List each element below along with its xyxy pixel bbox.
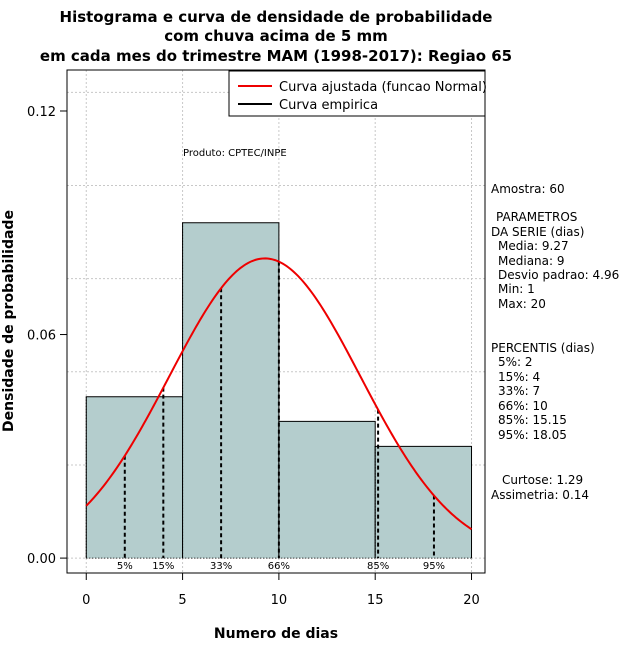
x-tick-label: 15 — [367, 593, 384, 608]
percentile-lines — [123, 261, 435, 559]
percentile-5: 5%: 2 — [498, 355, 533, 369]
histogram-bar — [375, 446, 472, 559]
legend-empirical-label: Curva empirica — [279, 98, 378, 113]
percentile-33: 33%: 7 — [498, 384, 540, 398]
stats-panel: Amostra: 60 PARAMETROS DA SERIE (dias) M… — [491, 182, 619, 502]
x-tick-label: 20 — [463, 593, 480, 608]
percentile-label: 85% — [367, 561, 389, 572]
title-line-1: Histograma e curva de densidade de proba… — [60, 8, 493, 26]
x-tick-label: 0 — [82, 593, 90, 608]
percentile-labels: 5% 15% 33% 66% 85% 95% — [117, 561, 445, 572]
y-axis-title: Densidade de probabilidade — [1, 210, 17, 432]
x-axis-title: Numero de dias — [214, 626, 338, 642]
percentile-label: 5% — [117, 561, 133, 572]
sample-size: Amostra: 60 — [491, 182, 565, 196]
params-title-1: PARAMETROS — [496, 210, 577, 224]
histogram-bar — [86, 396, 183, 559]
y-tick-label: 0.06 — [27, 329, 56, 344]
percentile-95: 95%: 18.05 — [498, 428, 567, 442]
stat-mean: Media: 9.27 — [498, 239, 569, 253]
x-axis: 0 5 10 15 20 — [82, 572, 480, 608]
histogram-bar — [278, 421, 376, 559]
normal-curve-line — [85, 257, 473, 531]
product-annotation: Produto: CPTEC/INPE — [183, 148, 287, 159]
x-tick-label: 10 — [271, 593, 288, 608]
stat-max: Max: 20 — [498, 297, 546, 311]
y-tick-label: 0.00 — [27, 552, 56, 567]
percentile-85: 85%: 15.15 — [498, 413, 567, 427]
kurtosis: Curtose: 1.29 — [502, 473, 583, 487]
histogram-bar-outline — [374, 445, 473, 559]
params-title-2: DA SERIE (dias) — [491, 225, 584, 239]
x-tick-label: 5 — [178, 593, 186, 608]
percentile-66: 66%: 10 — [498, 399, 548, 413]
percentile-15: 15%: 4 — [498, 370, 540, 384]
stat-min: Min: 1 — [498, 282, 535, 296]
y-axis: 0.00 0.06 0.12 — [27, 105, 68, 567]
stat-stddev: Desvio padrao: 4.96 — [498, 268, 619, 282]
legend: Curva ajustada (funcao Normal) Curva emp… — [228, 70, 487, 117]
histogram-bar — [182, 222, 279, 559]
legend-normal-label: Curva ajustada (funcao Normal) — [279, 80, 487, 95]
chart-title: Histograma e curva de densidade de proba… — [40, 8, 512, 65]
title-line-3: em cada mes do trimestre MAM (1998-2017)… — [40, 47, 512, 65]
percentile-label: 15% — [152, 561, 174, 572]
y-tick-label: 0.12 — [27, 105, 56, 120]
title-line-2: com chuva acima de 5 mm — [164, 27, 388, 45]
percentile-label: 33% — [210, 561, 232, 572]
stat-median: Mediana: 9 — [498, 254, 565, 268]
percentile-label: 95% — [423, 561, 445, 572]
skewness: Assimetria: 0.14 — [491, 488, 589, 502]
percentile-label: 66% — [268, 561, 290, 572]
percentiles-title: PERCENTIS (dias) — [491, 341, 595, 355]
legend-box — [228, 70, 486, 117]
